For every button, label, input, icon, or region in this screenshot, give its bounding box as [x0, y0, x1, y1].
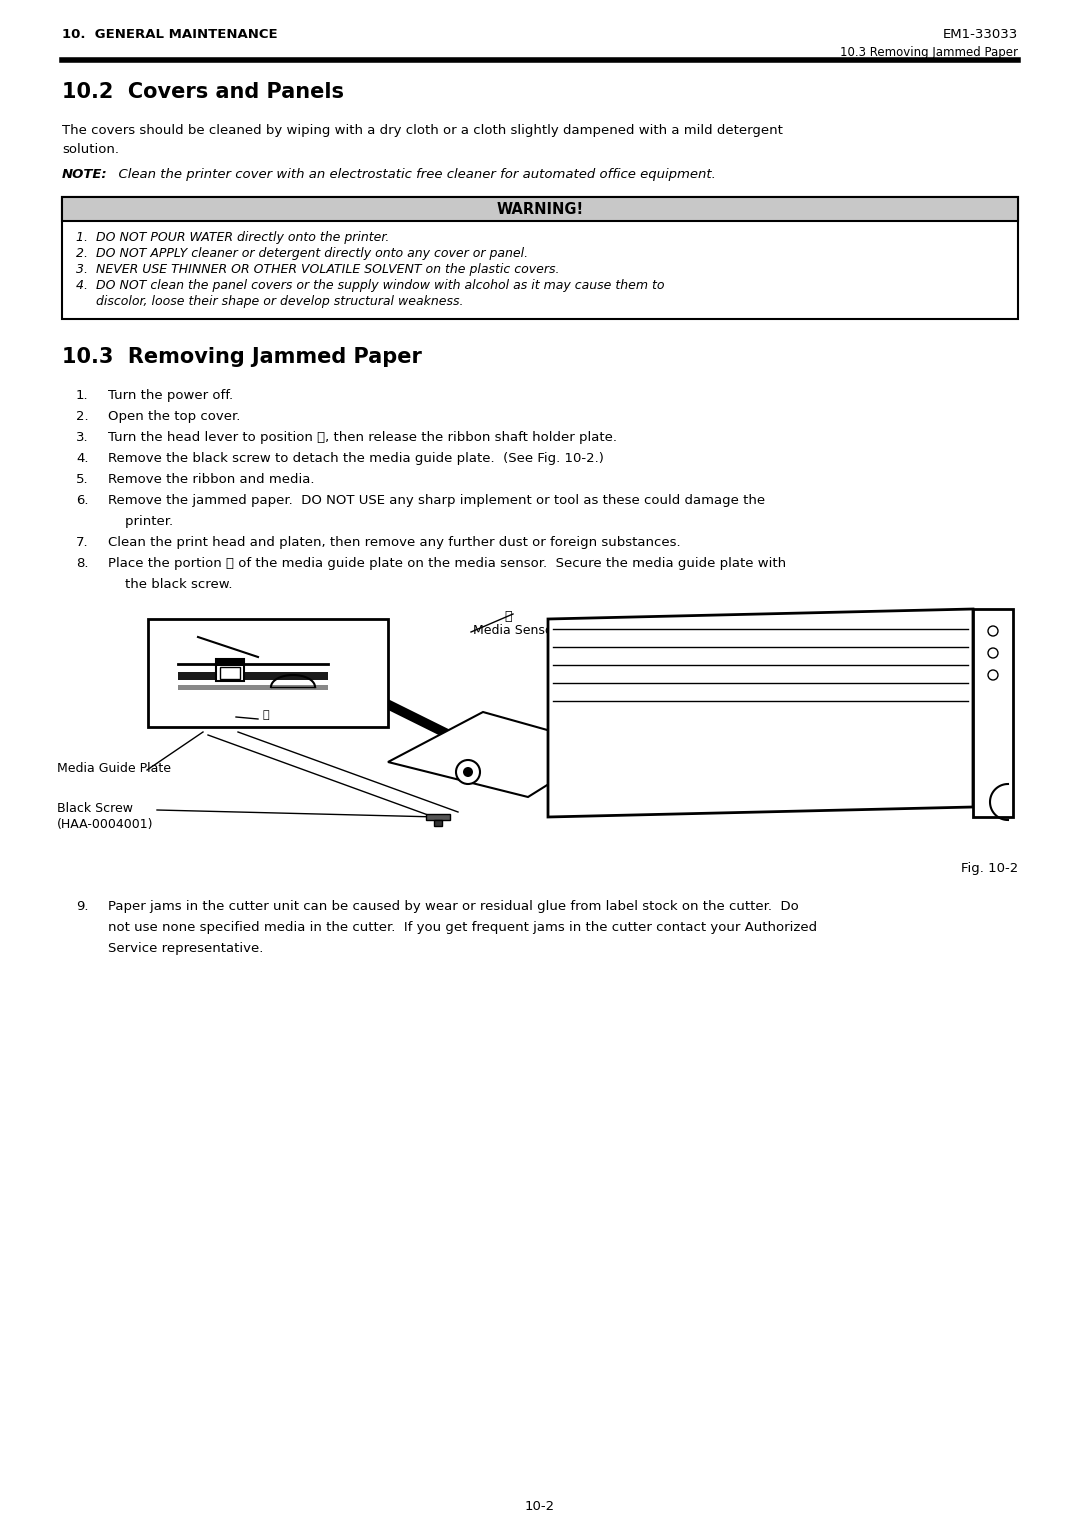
- Circle shape: [456, 759, 480, 784]
- Polygon shape: [388, 712, 608, 798]
- Text: 2.: 2.: [76, 410, 89, 422]
- Polygon shape: [548, 608, 973, 817]
- Text: the black screw.: the black screw.: [108, 578, 232, 592]
- Text: Clean the printer cover with an electrostatic free cleaner for automated office : Clean the printer cover with an electros…: [110, 168, 716, 181]
- Text: 5.: 5.: [76, 473, 89, 486]
- Text: 4.: 4.: [76, 451, 89, 465]
- Text: 10.2  Covers and Panels: 10.2 Covers and Panels: [62, 82, 345, 102]
- Text: Remove the jammed paper.  DO NOT USE any sharp implement or tool as these could : Remove the jammed paper. DO NOT USE any …: [108, 494, 765, 506]
- Text: EM1-33033: EM1-33033: [943, 27, 1018, 41]
- Bar: [148, 619, 388, 727]
- Text: Ⓑ: Ⓑ: [504, 610, 512, 624]
- Bar: [434, 820, 442, 827]
- Text: Fig. 10-2: Fig. 10-2: [961, 862, 1018, 875]
- Text: printer.: printer.: [108, 515, 173, 528]
- Text: Ⓑ: Ⓑ: [262, 711, 269, 720]
- Text: not use none specified media in the cutter.  If you get frequent jams in the cut: not use none specified media in the cutt…: [108, 921, 818, 933]
- Text: 3.  NEVER USE THINNER OR OTHER VOLATILE SOLVENT on the plastic covers.: 3. NEVER USE THINNER OR OTHER VOLATILE S…: [76, 262, 559, 276]
- Circle shape: [463, 767, 473, 778]
- Text: NOTE:: NOTE:: [62, 168, 108, 181]
- Text: Clean the print head and platen, then remove any further dust or foreign substan: Clean the print head and platen, then re…: [108, 535, 680, 549]
- Bar: [216, 659, 244, 682]
- Text: 7.: 7.: [76, 535, 89, 549]
- Bar: [216, 657, 244, 666]
- Text: Remove the black screw to detach the media guide plate.  (See Fig. 10-2.): Remove the black screw to detach the med…: [108, 451, 604, 465]
- Text: discolor, loose their shape or develop structural weakness.: discolor, loose their shape or develop s…: [76, 294, 463, 308]
- Text: 6.: 6.: [76, 494, 89, 506]
- Text: Place the portion Ⓑ of the media guide plate on the media sensor.  Secure the me: Place the portion Ⓑ of the media guide p…: [108, 557, 786, 570]
- Text: Service representative.: Service representative.: [108, 942, 264, 955]
- Text: Black Screw: Black Screw: [57, 802, 133, 814]
- Text: 2.  DO NOT APPLY cleaner or detergent directly onto any cover or panel.: 2. DO NOT APPLY cleaner or detergent dir…: [76, 247, 528, 259]
- Bar: [178, 673, 328, 680]
- Text: Remove the ribbon and media.: Remove the ribbon and media.: [108, 473, 314, 486]
- Text: 1.  DO NOT POUR WATER directly onto the printer.: 1. DO NOT POUR WATER directly onto the p…: [76, 230, 390, 244]
- Text: The covers should be cleaned by wiping with a dry cloth or a cloth slightly damp: The covers should be cleaned by wiping w…: [62, 124, 783, 137]
- Text: (HAA-0004001): (HAA-0004001): [57, 817, 153, 831]
- Text: solution.: solution.: [62, 143, 119, 156]
- Text: 3.: 3.: [76, 432, 89, 444]
- Text: 10-2: 10-2: [525, 1501, 555, 1513]
- Text: Paper jams in the cutter unit can be caused by wear or residual glue from label : Paper jams in the cutter unit can be cau…: [108, 900, 799, 913]
- Text: WARNING!: WARNING!: [497, 201, 583, 217]
- Text: Media Guide Plate: Media Guide Plate: [57, 762, 171, 775]
- Text: 4.  DO NOT clean the panel covers or the supply window with alcohol as it may ca: 4. DO NOT clean the panel covers or the …: [76, 279, 664, 291]
- Circle shape: [988, 669, 998, 680]
- Text: 10.3 Removing Jammed Paper: 10.3 Removing Jammed Paper: [840, 46, 1018, 59]
- Text: Open the top cover.: Open the top cover.: [108, 410, 241, 422]
- Bar: [426, 814, 450, 820]
- Text: 10.  GENERAL MAINTENANCE: 10. GENERAL MAINTENANCE: [62, 27, 278, 41]
- Text: 10.3  Removing Jammed Paper: 10.3 Removing Jammed Paper: [62, 348, 422, 368]
- Text: Turn the power off.: Turn the power off.: [108, 389, 233, 403]
- Bar: [220, 666, 240, 679]
- Text: 1.: 1.: [76, 389, 89, 403]
- Text: 9.: 9.: [76, 900, 89, 913]
- Bar: [62, 197, 1018, 221]
- Circle shape: [988, 648, 998, 657]
- Bar: [178, 685, 328, 689]
- Bar: [973, 608, 1013, 817]
- Text: Media Sensor: Media Sensor: [473, 624, 557, 637]
- Circle shape: [988, 625, 998, 636]
- Bar: [62, 197, 1018, 319]
- Text: Turn the head lever to position Ⓒ, then release the ribbon shaft holder plate.: Turn the head lever to position Ⓒ, then …: [108, 432, 617, 444]
- Text: 8.: 8.: [76, 557, 89, 570]
